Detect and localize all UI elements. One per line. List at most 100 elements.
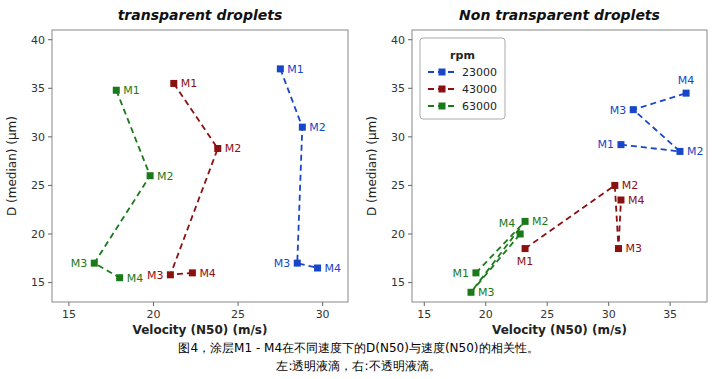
y-axis-label: D (median) (µm) — [365, 116, 379, 216]
point — [611, 182, 618, 189]
point-labels: M1M2M3M4M1M2M3M4M1M2M3M4 — [71, 63, 341, 285]
x-tick — [485, 302, 486, 306]
x-tick-label: 15 — [62, 308, 76, 321]
point — [167, 271, 174, 278]
panel: 1520253035152025303540Velocity (N50) (m/… — [365, 7, 707, 337]
y-tick — [408, 185, 412, 186]
point-label: M2 — [309, 121, 326, 134]
series-line — [280, 69, 317, 268]
point-label: M3 — [274, 257, 291, 270]
plot-area — [91, 65, 321, 281]
series-line — [621, 93, 686, 151]
legend: rpm230004300063000 — [420, 38, 505, 119]
y-tick-label: 20 — [391, 228, 405, 241]
chart-title: Non transparent droplets — [459, 7, 660, 23]
point-label: M2 — [157, 170, 174, 183]
point — [294, 260, 301, 267]
x-tick-label: 25 — [231, 308, 245, 321]
point — [630, 106, 637, 113]
x-tick — [424, 302, 425, 306]
series-line — [94, 90, 150, 277]
point-label: M1 — [597, 138, 614, 151]
point-label: M4 — [199, 267, 216, 280]
y-tick — [408, 234, 412, 235]
caption: 图4，涂层M1 - M4在不同速度下的D(N50)与速度(N50)的相关性。 — [178, 341, 538, 355]
point-label: M4 — [499, 217, 516, 230]
x-tick-label: 35 — [663, 308, 677, 321]
y-tick-label: 35 — [31, 82, 45, 95]
x-axis-label: Velocity (N50) (m/s) — [492, 323, 627, 337]
y-tick — [408, 282, 412, 283]
legend-title: rpm — [450, 49, 475, 62]
plot-frame — [52, 30, 348, 302]
y-tick-label: 40 — [31, 34, 45, 47]
series-line — [170, 83, 217, 274]
point — [113, 87, 120, 94]
y-tick — [48, 136, 52, 137]
point — [170, 80, 177, 87]
chart-title: transparent droplets — [118, 7, 283, 23]
point — [299, 124, 306, 131]
y-tick — [48, 282, 52, 283]
x-tick — [238, 302, 239, 306]
y-tick-label: 20 — [31, 228, 45, 241]
x-tick — [608, 302, 609, 306]
point — [472, 269, 479, 276]
point — [189, 269, 196, 276]
point — [147, 172, 154, 179]
point — [683, 90, 690, 97]
legend-marker — [439, 69, 446, 76]
point — [277, 65, 284, 72]
y-tick-label: 15 — [31, 276, 45, 289]
x-tick — [68, 302, 69, 306]
caption: 左:透明液滴，右:不透明液滴。 — [276, 359, 440, 373]
plot-frame — [412, 30, 707, 302]
point-label: M2 — [622, 179, 639, 192]
y-tick-label: 30 — [391, 131, 405, 144]
y-tick — [48, 88, 52, 89]
point-label: M1 — [517, 255, 534, 268]
point-label: M3 — [626, 242, 643, 255]
y-tick — [48, 39, 52, 40]
y-tick-label: 30 — [31, 131, 45, 144]
point — [214, 145, 221, 152]
x-tick-label: 20 — [479, 308, 493, 321]
y-tick — [48, 234, 52, 235]
x-tick — [670, 302, 671, 306]
point-labels: M1M2M3M4M1M2M3M4M1M2M3M4 — [452, 74, 703, 299]
point — [517, 231, 524, 238]
x-tick-label: 15 — [417, 308, 431, 321]
legend-marker — [439, 86, 446, 93]
y-tick — [48, 185, 52, 186]
y-tick-label: 25 — [31, 179, 45, 192]
x-tick-label: 20 — [146, 308, 160, 321]
legend-marker — [439, 103, 446, 110]
point-label: M1 — [287, 63, 304, 76]
x-tick-label: 30 — [602, 308, 616, 321]
point — [116, 274, 123, 281]
y-tick-label: 40 — [391, 34, 405, 47]
point-label: M4 — [628, 194, 645, 207]
x-tick — [153, 302, 154, 306]
point-label: M2 — [532, 215, 549, 228]
point-label: M3 — [610, 104, 627, 117]
y-tick — [408, 39, 412, 40]
point-label: M1 — [181, 77, 198, 90]
x-tick-label: 25 — [540, 308, 554, 321]
point-label: M3 — [71, 257, 88, 270]
panel: 15202530152025303540Velocity (N50) (m/s)… — [5, 7, 348, 337]
y-tick-label: 15 — [391, 276, 405, 289]
point — [522, 218, 529, 225]
legend-label: 43000 — [462, 83, 497, 96]
point-label: M4 — [325, 262, 342, 275]
point-label: M1 — [123, 84, 140, 97]
point — [676, 148, 683, 155]
point-label: M4 — [678, 74, 695, 87]
y-tick-label: 25 — [391, 179, 405, 192]
point — [91, 260, 98, 267]
point-label: M4 — [127, 272, 144, 285]
point — [617, 197, 624, 204]
series-line — [525, 185, 621, 248]
legend-box — [420, 38, 505, 119]
point — [468, 289, 475, 296]
